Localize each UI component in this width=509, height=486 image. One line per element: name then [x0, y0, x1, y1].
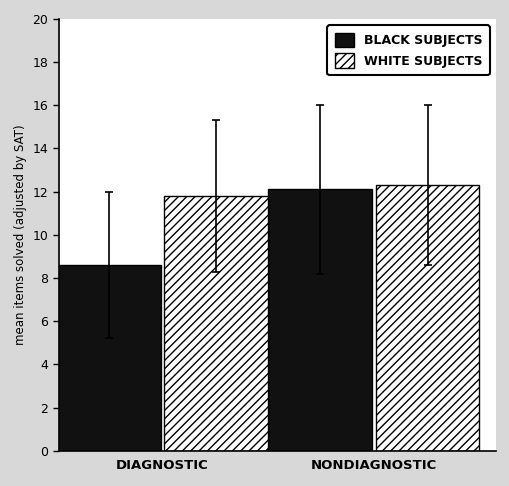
Bar [164, 196, 268, 451]
Legend: BLACK SUBJECTS, WHITE SUBJECTS: BLACK SUBJECTS, WHITE SUBJECTS [327, 25, 489, 75]
Bar [268, 190, 371, 451]
Bar [375, 185, 478, 451]
Bar [57, 265, 160, 451]
Y-axis label: mean items solved (adjusted by SAT): mean items solved (adjusted by SAT) [14, 124, 27, 345]
